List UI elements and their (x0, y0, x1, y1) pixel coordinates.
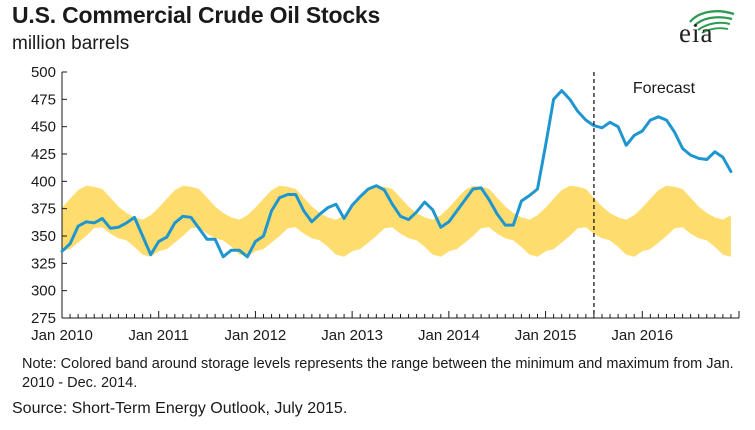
y-tick-label: 375 (31, 201, 56, 218)
range-band (62, 185, 731, 257)
forecast-label: Forecast (633, 80, 696, 97)
x-tick-label: Jan 2010 (31, 327, 93, 344)
y-tick-label: 475 (31, 91, 56, 108)
y-tick-label: 400 (31, 173, 56, 190)
y-tick-label: 450 (31, 119, 56, 136)
chart-subtitle: million barrels (12, 33, 130, 54)
x-tick-label: Jan 2014 (418, 327, 480, 344)
x-tick-label: Jan 2012 (225, 327, 287, 344)
y-tick-label: 350 (31, 228, 56, 245)
x-tick-label: Jan 2011 (128, 327, 189, 344)
logo-text: eia (679, 18, 714, 48)
x-tick-label: Jan 2013 (321, 327, 383, 344)
y-tick-label: 500 (31, 64, 56, 81)
x-tick-label: Jan 2016 (611, 327, 673, 344)
source-line: Source: Short-Term Energy Outlook, July … (12, 400, 348, 417)
footnote: Note: Colored band around storage levels… (22, 356, 734, 391)
stocks-series (60, 89, 733, 259)
chart-title: U.S. Commercial Crude Oil Stocks (12, 2, 381, 28)
y-tick-label: 425 (31, 146, 56, 163)
stocks-line (60, 89, 733, 259)
forecast-annotation: Forecast (593, 72, 696, 318)
x-tick-label: Jan 2015 (515, 327, 577, 344)
y-tick-label: 275 (31, 310, 56, 327)
eia-logo-icon (689, 10, 735, 34)
axes: 275 300 325 350 375 400 425 450 475 500 Jan 2010 Ja… (31, 64, 740, 344)
range-band-area (62, 185, 731, 257)
y-tick-label: 325 (31, 255, 56, 272)
y-tick-label: 300 (31, 283, 56, 300)
